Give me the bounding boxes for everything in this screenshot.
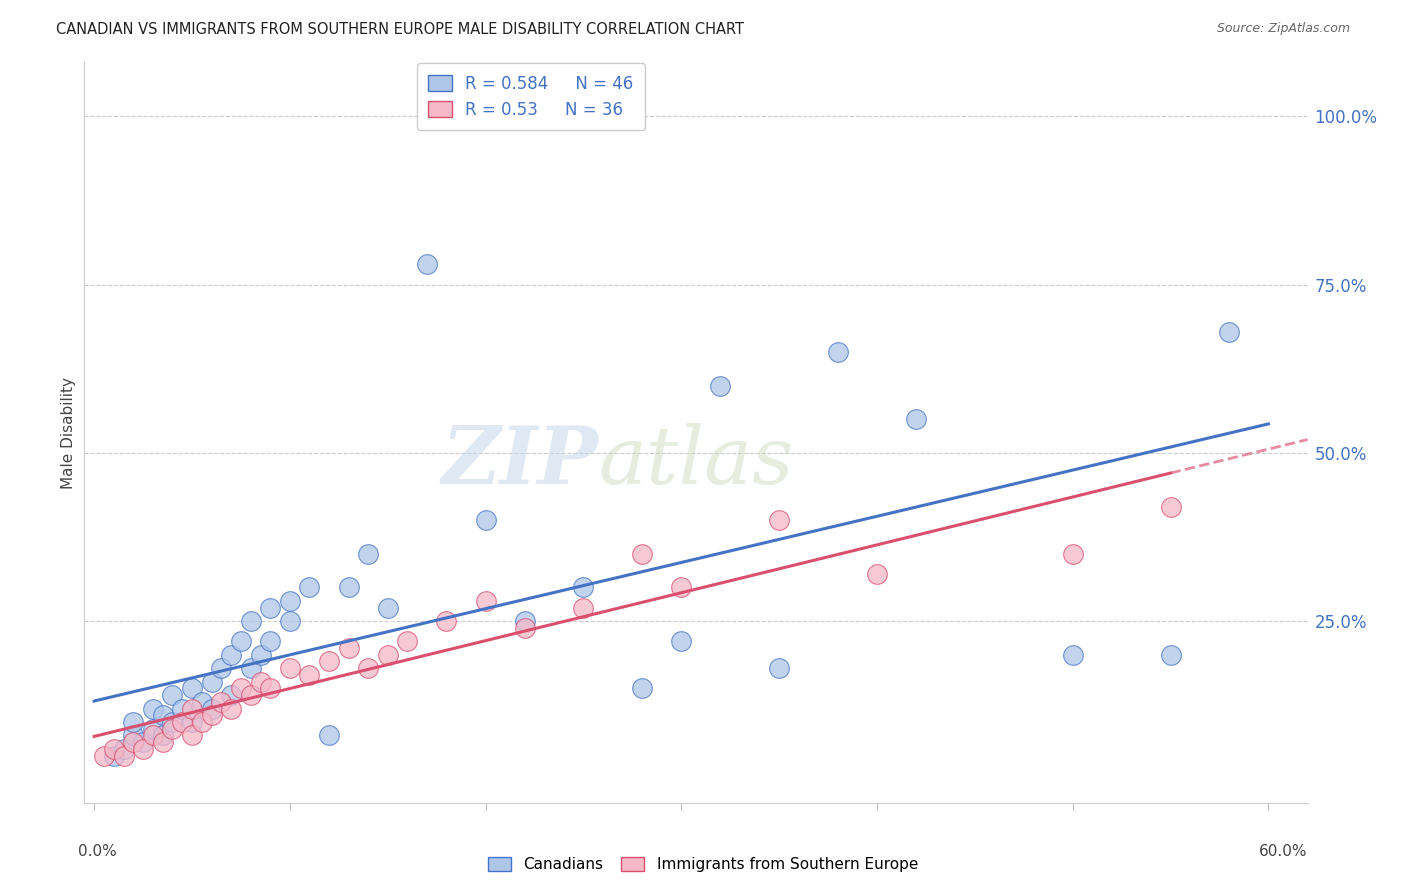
Point — [122, 729, 145, 743]
Point — [513, 621, 536, 635]
Point — [132, 742, 155, 756]
Point — [436, 614, 458, 628]
Point — [219, 688, 242, 702]
Point — [278, 614, 301, 628]
Point — [162, 714, 184, 729]
Legend: Canadians, Immigrants from Southern Europe: Canadians, Immigrants from Southern Euro… — [481, 849, 925, 880]
Point — [572, 600, 595, 615]
Point — [172, 714, 194, 729]
Y-axis label: Male Disability: Male Disability — [60, 376, 76, 489]
Point — [827, 344, 849, 359]
Point — [768, 513, 790, 527]
Point — [905, 412, 928, 426]
Point — [1160, 648, 1182, 662]
Point — [112, 742, 135, 756]
Text: ZIP: ZIP — [441, 424, 598, 501]
Point — [103, 742, 125, 756]
Point — [416, 257, 439, 271]
Point — [377, 600, 399, 615]
Point — [474, 513, 496, 527]
Text: 0.0%: 0.0% — [79, 844, 117, 858]
Point — [1160, 500, 1182, 514]
Point — [259, 600, 281, 615]
Point — [219, 701, 242, 715]
Point — [298, 581, 321, 595]
Point — [1218, 325, 1240, 339]
Point — [357, 661, 380, 675]
Point — [103, 748, 125, 763]
Point — [337, 640, 360, 655]
Point — [768, 661, 790, 675]
Point — [259, 634, 281, 648]
Point — [181, 729, 204, 743]
Point — [866, 566, 889, 581]
Point — [278, 661, 301, 675]
Legend: R = 0.584   N = 46, R = 0.53   N = 36: R = 0.584 N = 46, R = 0.53 N = 36 — [416, 63, 645, 130]
Point — [229, 634, 252, 648]
Point — [142, 729, 165, 743]
Point — [239, 688, 262, 702]
Point — [1062, 648, 1084, 662]
Point — [181, 681, 204, 696]
Point — [132, 735, 155, 749]
Text: CANADIAN VS IMMIGRANTS FROM SOUTHERN EUROPE MALE DISABILITY CORRELATION CHART: CANADIAN VS IMMIGRANTS FROM SOUTHERN EUR… — [56, 22, 744, 37]
Point — [219, 648, 242, 662]
Point — [259, 681, 281, 696]
Point — [709, 378, 731, 392]
Point — [1062, 547, 1084, 561]
Point — [357, 547, 380, 561]
Point — [572, 581, 595, 595]
Point — [396, 634, 419, 648]
Point — [249, 648, 271, 662]
Point — [122, 714, 145, 729]
Point — [671, 581, 693, 595]
Point — [513, 614, 536, 628]
Point — [278, 594, 301, 608]
Point — [337, 581, 360, 595]
Point — [239, 661, 262, 675]
Text: 60.0%: 60.0% — [1260, 844, 1308, 858]
Point — [209, 695, 232, 709]
Point — [249, 674, 271, 689]
Point — [474, 594, 496, 608]
Point — [191, 714, 214, 729]
Point — [298, 668, 321, 682]
Point — [239, 614, 262, 628]
Point — [152, 735, 174, 749]
Point — [631, 547, 654, 561]
Point — [152, 729, 174, 743]
Point — [200, 708, 222, 723]
Point — [181, 701, 204, 715]
Point — [162, 722, 184, 736]
Point — [172, 701, 194, 715]
Point — [200, 674, 222, 689]
Point — [93, 748, 115, 763]
Point — [671, 634, 693, 648]
Point — [318, 729, 340, 743]
Point — [631, 681, 654, 696]
Point — [122, 735, 145, 749]
Point — [229, 681, 252, 696]
Point — [209, 661, 232, 675]
Point — [142, 722, 165, 736]
Text: atlas: atlas — [598, 424, 793, 501]
Point — [112, 748, 135, 763]
Point — [318, 655, 340, 669]
Point — [200, 701, 222, 715]
Point — [191, 695, 214, 709]
Point — [142, 701, 165, 715]
Text: Source: ZipAtlas.com: Source: ZipAtlas.com — [1216, 22, 1350, 36]
Point — [162, 688, 184, 702]
Point — [181, 714, 204, 729]
Point — [152, 708, 174, 723]
Point — [377, 648, 399, 662]
